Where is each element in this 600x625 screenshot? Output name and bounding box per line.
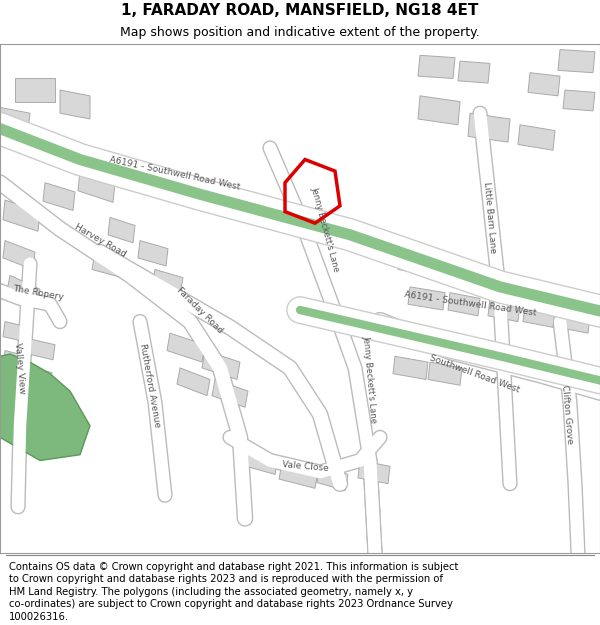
Polygon shape: [7, 275, 40, 306]
Polygon shape: [428, 362, 462, 385]
Polygon shape: [3, 241, 35, 269]
Text: to Crown copyright and database rights 2023 and is reproduced with the permissio: to Crown copyright and database rights 2…: [9, 574, 443, 584]
Polygon shape: [388, 328, 420, 349]
Polygon shape: [358, 461, 390, 484]
Polygon shape: [523, 304, 555, 328]
Polygon shape: [3, 200, 40, 231]
Polygon shape: [43, 182, 75, 211]
Polygon shape: [3, 351, 28, 371]
Polygon shape: [28, 339, 55, 360]
Text: A6191 - Southwell Road West: A6191 - Southwell Road West: [109, 155, 241, 192]
Polygon shape: [202, 351, 240, 379]
Text: Faraday Road: Faraday Road: [175, 285, 225, 335]
Polygon shape: [528, 72, 560, 96]
Polygon shape: [0, 354, 90, 461]
Polygon shape: [423, 333, 455, 356]
Text: 1, FARADAY ROAD, MANSFIELD, NG18 4ET: 1, FARADAY ROAD, MANSFIELD, NG18 4ET: [121, 3, 479, 18]
Polygon shape: [152, 269, 183, 295]
Polygon shape: [563, 90, 595, 111]
Polygon shape: [458, 61, 490, 83]
Text: A6191 - Southwell Road West: A6191 - Southwell Road West: [403, 291, 536, 318]
Text: HM Land Registry. The polygons (including the associated geometry, namely x, y: HM Land Registry. The polygons (includin…: [9, 587, 413, 597]
Polygon shape: [558, 49, 595, 72]
Polygon shape: [279, 463, 318, 488]
Text: Rutherford Avenue: Rutherford Avenue: [138, 342, 162, 428]
Polygon shape: [60, 90, 90, 119]
Text: Harvey Road: Harvey Road: [73, 222, 127, 259]
Polygon shape: [418, 56, 455, 79]
Text: Jenny Beckett's Lane: Jenny Beckett's Lane: [362, 335, 379, 424]
Polygon shape: [418, 96, 460, 125]
Polygon shape: [518, 125, 555, 150]
Polygon shape: [3, 408, 22, 427]
Polygon shape: [488, 298, 520, 322]
Polygon shape: [398, 252, 430, 275]
Polygon shape: [138, 241, 168, 266]
Polygon shape: [433, 258, 460, 280]
Polygon shape: [468, 113, 510, 142]
Polygon shape: [167, 333, 205, 362]
Polygon shape: [317, 466, 348, 491]
Polygon shape: [212, 379, 248, 408]
Polygon shape: [242, 449, 278, 474]
Polygon shape: [3, 322, 30, 342]
Polygon shape: [177, 368, 210, 396]
Text: Vale Close: Vale Close: [281, 460, 329, 473]
Polygon shape: [78, 171, 115, 202]
Text: Map shows position and indicative extent of the property.: Map shows position and indicative extent…: [120, 26, 480, 39]
Text: Jenny Beckett's Lane: Jenny Beckett's Lane: [309, 186, 341, 272]
Polygon shape: [15, 79, 55, 102]
Text: Clifton Grove: Clifton Grove: [560, 384, 574, 444]
Text: Valley View: Valley View: [13, 342, 27, 394]
Text: Contains OS data © Crown copyright and database right 2021. This information is : Contains OS data © Crown copyright and d…: [9, 562, 458, 572]
Polygon shape: [463, 264, 495, 287]
Polygon shape: [28, 368, 52, 388]
Text: Little Barn Lane: Little Barn Lane: [482, 181, 497, 254]
Text: The Ropery: The Ropery: [12, 284, 64, 301]
Polygon shape: [448, 292, 480, 316]
Polygon shape: [408, 287, 445, 310]
Text: 100026316.: 100026316.: [9, 612, 69, 622]
Text: co-ordinates) are subject to Crown copyright and database rights 2023 Ordnance S: co-ordinates) are subject to Crown copyr…: [9, 599, 453, 609]
Polygon shape: [3, 379, 25, 398]
Polygon shape: [92, 252, 125, 278]
Polygon shape: [0, 107, 30, 131]
Polygon shape: [393, 356, 428, 379]
Text: Southwell Road West: Southwell Road West: [429, 353, 521, 394]
Polygon shape: [558, 310, 590, 333]
Polygon shape: [108, 217, 135, 243]
